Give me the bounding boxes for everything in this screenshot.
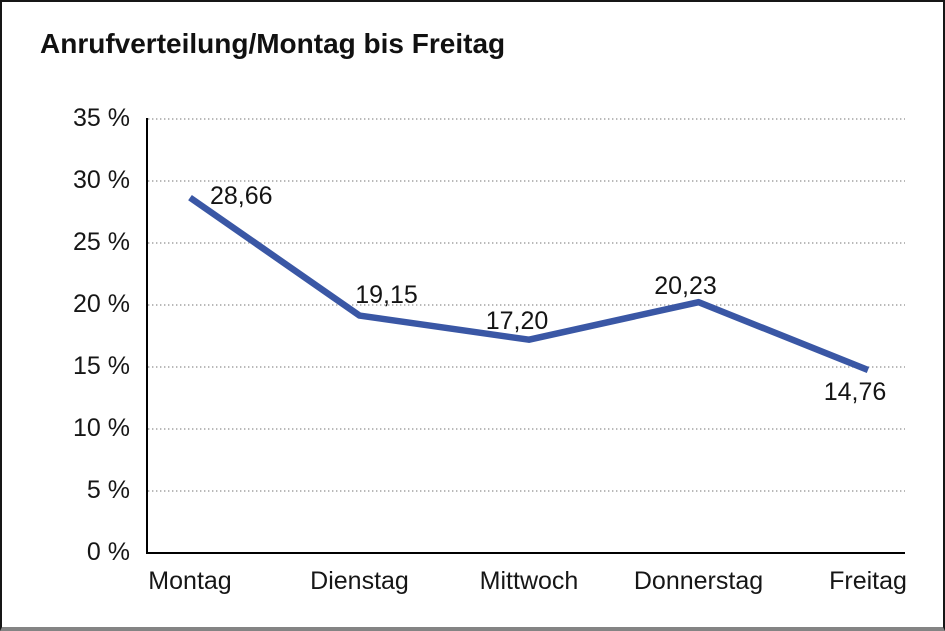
data-point-label: 14,76 [823,377,887,406]
data-point-label: 20,23 [654,272,717,301]
y-tick-label: 20 % [73,290,130,318]
data-point-label: 19,15 [355,280,418,309]
y-tick-label: 35 % [73,104,130,132]
x-category-label: Dienstag [310,567,409,595]
y-tick-label: 15 % [73,352,130,380]
x-category-label: Donnerstag [633,567,764,595]
y-tick-label: 10 % [73,414,130,442]
x-category-label: Freitag [829,567,907,595]
data-point-label: 28,66 [210,181,273,210]
y-tick-label: 5 % [86,476,130,504]
data-point-label: 17,20 [485,306,549,335]
data-series-line [188,194,870,373]
chart-title: Anrufverteilung/Montag bis Freitag [40,28,506,59]
y-tick-label: 25 % [73,228,130,256]
x-category-label: Montag [148,567,232,595]
y-tick-label: 30 % [73,166,130,194]
y-tick-label: 0 % [86,538,130,566]
x-category-label: Mittwoch [479,567,579,595]
